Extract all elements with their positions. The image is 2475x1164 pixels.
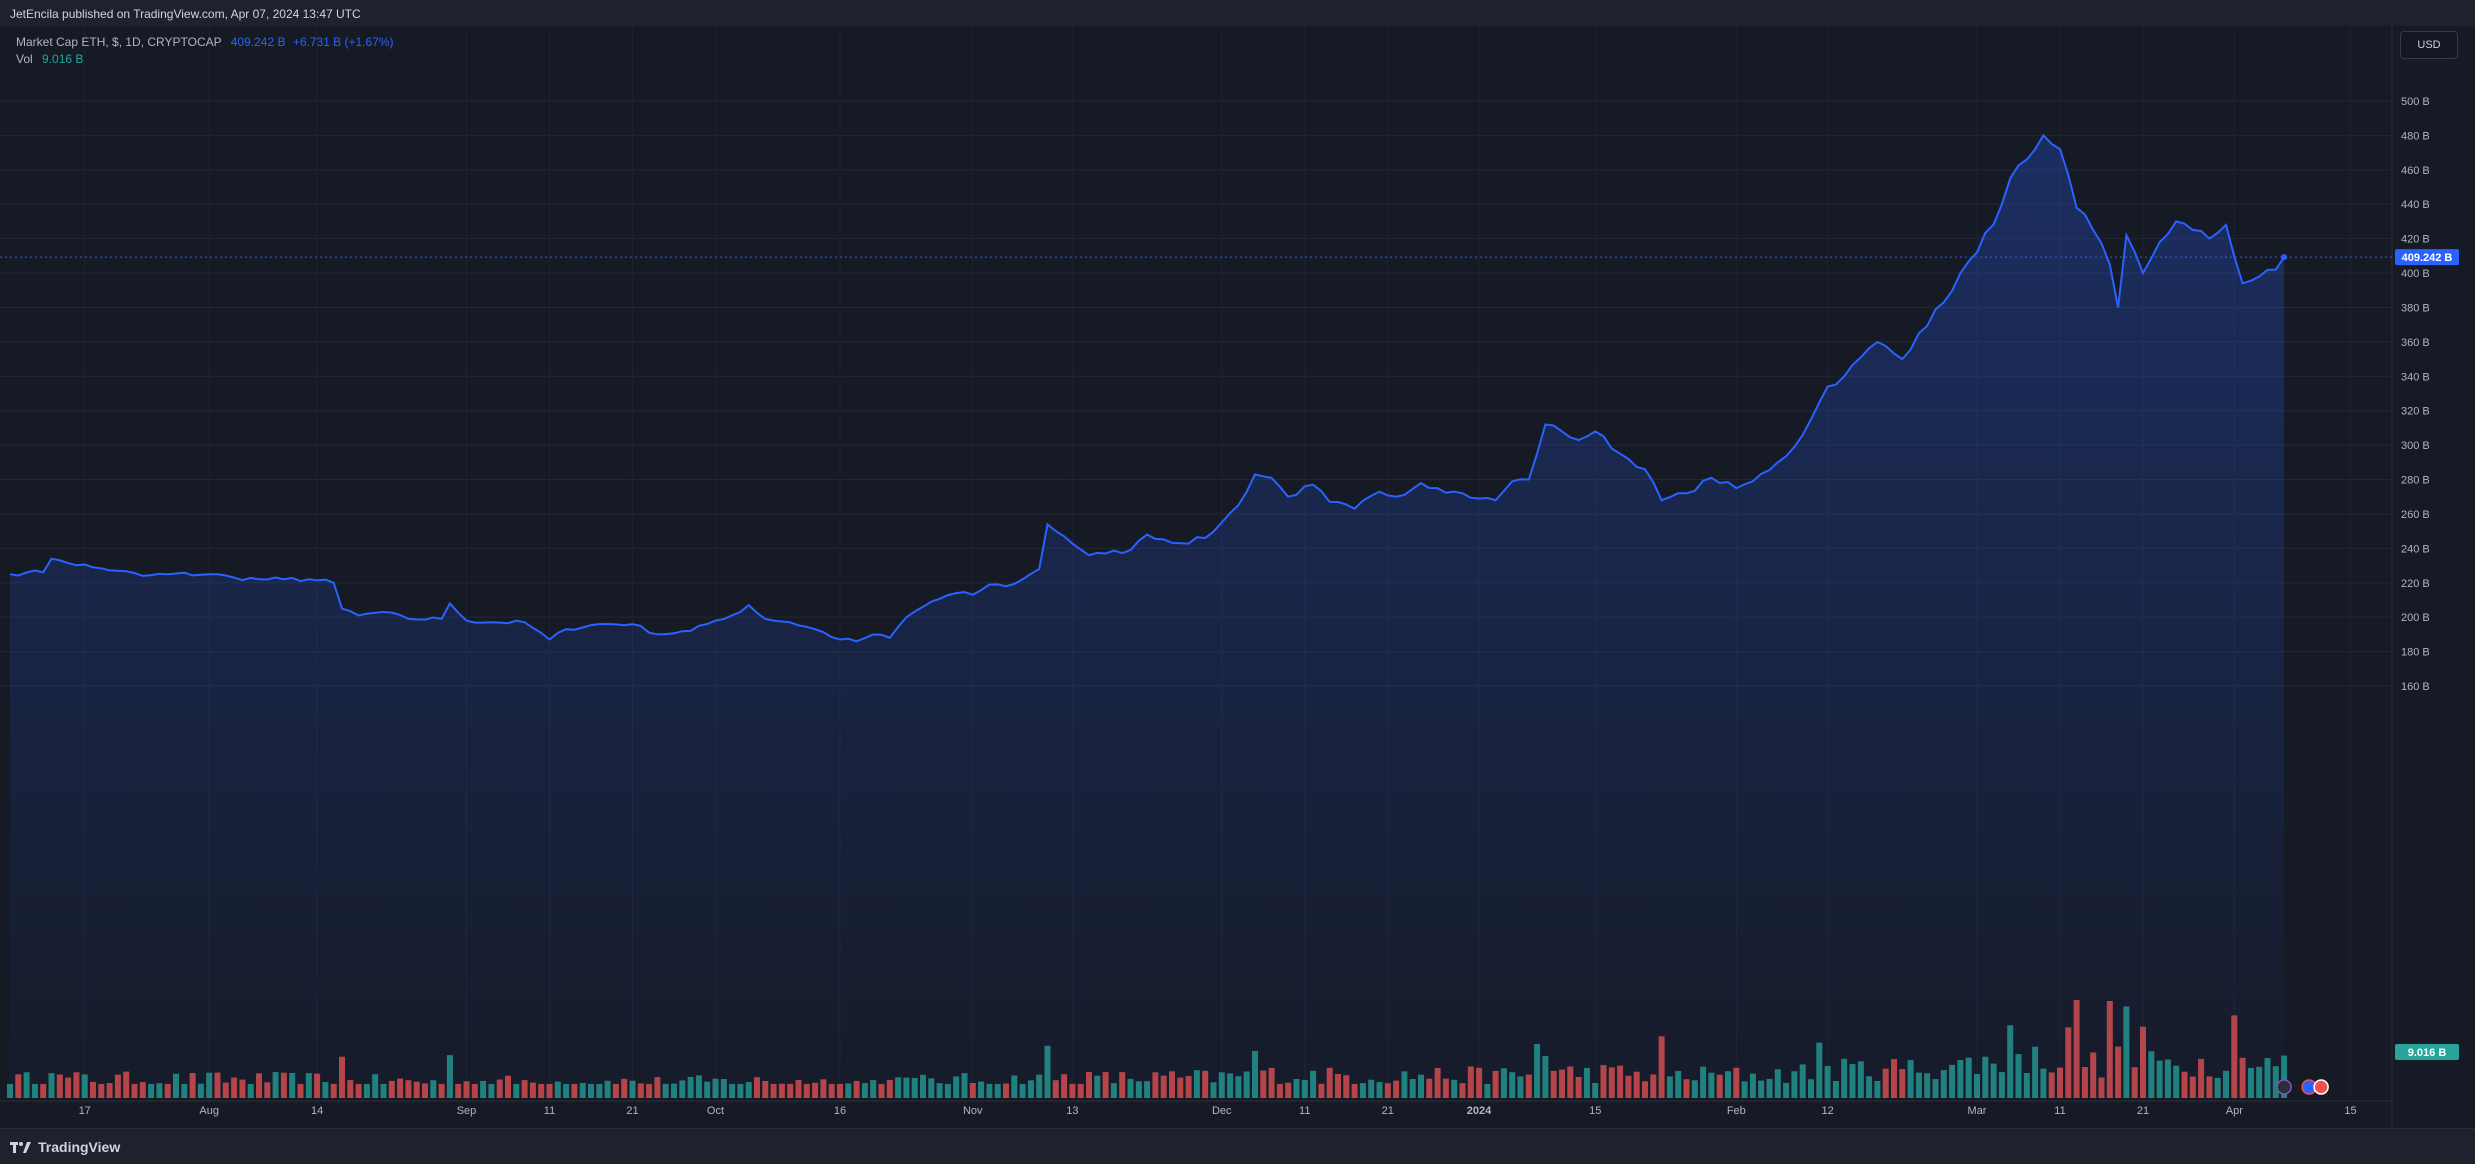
time-axis[interactable]: 17 Aug 14 Sep 11 21 Oct 16 Nov 13 Dec 11 21 2024 15 Feb… [79, 1105, 2357, 1117]
y-tick-label: 240 B [2401, 543, 2430, 555]
tradingview-logo[interactable]: TradingView [10, 1139, 120, 1155]
chart-svg[interactable]: 160 B 180 B 200 B 220 B 240 B 260 B 280 B 300 B… [0, 26, 2475, 1128]
last-price-dot [2281, 254, 2288, 261]
x-tick-label: 11 [1299, 1105, 1310, 1117]
x-tick-label: 13 [1066, 1105, 1078, 1117]
price-badge: 409.242 B [2402, 252, 2453, 264]
y-tick-label: 360 B [2401, 337, 2430, 349]
uk-flag-event-icon[interactable] [2313, 1079, 2329, 1095]
volume-badge-bg [2395, 1044, 2459, 1060]
tradingview-logo-icon [10, 1141, 31, 1153]
lightning-event-icon[interactable] [2276, 1079, 2292, 1095]
y-tick-label: 420 B [2401, 234, 2430, 246]
y-tick-label: 340 B [2401, 371, 2430, 383]
x-tick-label: 11 [544, 1105, 555, 1117]
last-value: 409.242 B [230, 35, 286, 49]
y-tick-label: 480 B [2401, 130, 2430, 142]
volume-badge: 9.016 B [2408, 1047, 2447, 1059]
y-tick-label: 460 B [2401, 165, 2430, 177]
x-tick-label: 15 [2344, 1105, 2356, 1117]
axis-badges: 409.242 B 9.016 B [2395, 249, 2459, 1060]
publish-line: JetEncila published on TradingView.com, … [10, 7, 361, 21]
volume-value: 9.016 B [42, 52, 84, 66]
footer-brand: TradingView [38, 1139, 121, 1155]
x-tick-label: 11 [2054, 1105, 2065, 1117]
y-tick-label: 220 B [2401, 578, 2430, 590]
volume-label[interactable]: Vol [16, 52, 33, 66]
x-tick-label: Aug [199, 1105, 219, 1117]
price-badge-bg [2395, 249, 2459, 266]
y-tick-label: 260 B [2401, 509, 2430, 521]
symbol-label[interactable]: Market Cap ETH, $, 1D, CRYPTOCAP [16, 35, 222, 49]
y-tick-label: 160 B [2401, 681, 2430, 693]
y-tick-label: 180 B [2401, 647, 2430, 659]
x-tick-label: 15 [1589, 1105, 1601, 1117]
change-value: +6.731 B (+1.67%) [292, 35, 394, 49]
y-tick-label: 440 B [2401, 199, 2430, 211]
y-tick-label: 500 B [2401, 96, 2430, 108]
y-tick-label: 380 B [2401, 302, 2430, 314]
x-tick-label: Oct [707, 1105, 724, 1117]
currency-button[interactable]: USD [2400, 31, 2458, 59]
chart-legend: Market Cap ETH, $, 1D, CRYPTOCAP 409.242… [16, 34, 394, 68]
y-tick-label: 320 B [2401, 406, 2430, 418]
publish-bar: JetEncila published on TradingView.com, … [0, 0, 2475, 27]
x-tick-label: 21 [2137, 1105, 2149, 1117]
x-tick-label: 16 [834, 1105, 846, 1117]
x-tick-label: 21 [626, 1105, 638, 1117]
x-tick-label: Dec [1212, 1105, 1232, 1117]
x-tick-label: Sep [457, 1105, 477, 1117]
y-tick-label: 280 B [2401, 475, 2430, 487]
x-tick-label: 2024 [1467, 1105, 1492, 1117]
x-tick-label: Apr [2226, 1105, 2243, 1117]
price-area [10, 135, 2285, 1098]
event-icons[interactable] [2276, 1079, 2329, 1095]
x-tick-label: 14 [311, 1105, 323, 1117]
y-tick-label: 400 B [2401, 268, 2430, 280]
x-tick-label: 17 [79, 1105, 91, 1117]
y-tick-label: 200 B [2401, 612, 2430, 624]
x-tick-label: 12 [1821, 1105, 1833, 1117]
price-axis[interactable]: 160 B 180 B 200 B 220 B 240 B 260 B 280 B 300 B… [2401, 96, 2430, 693]
footer-bar: TradingView [0, 1128, 2475, 1164]
x-tick-label: 21 [1382, 1105, 1394, 1117]
x-tick-label: Nov [963, 1105, 983, 1117]
price-line [9, 133, 2285, 643]
y-tick-label: 300 B [2401, 440, 2430, 452]
x-tick-label: Feb [1727, 1105, 1746, 1117]
chart-pane[interactable]: 160 B 180 B 200 B 220 B 240 B 260 B 280 B 300 B… [0, 26, 2475, 1128]
x-tick-label: Mar [1968, 1105, 1987, 1117]
